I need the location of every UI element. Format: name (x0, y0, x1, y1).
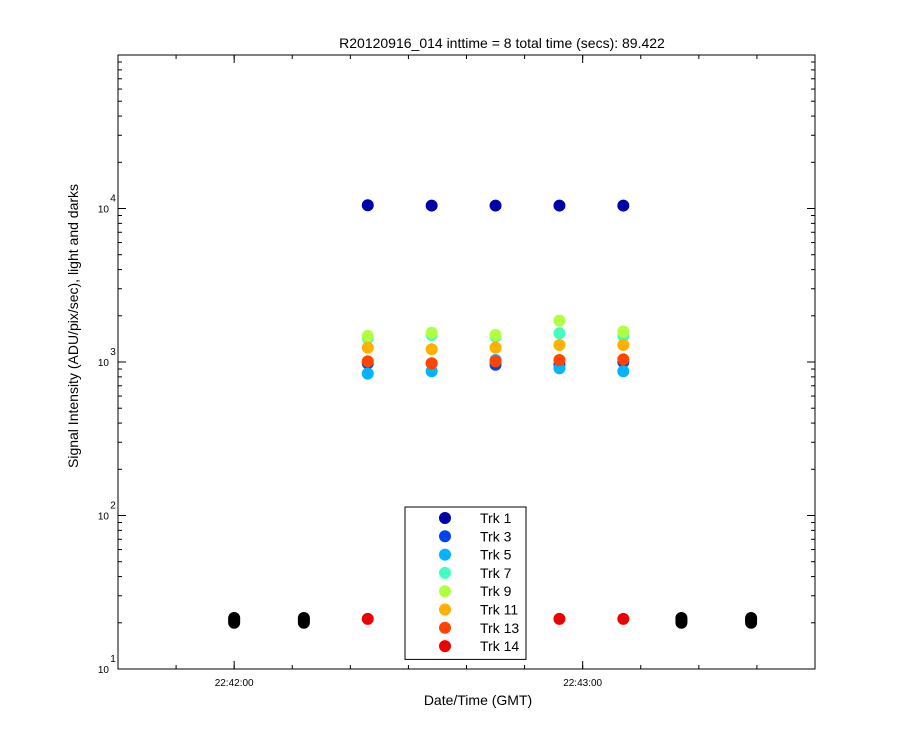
data-point (553, 327, 566, 340)
legend-entry: Trk 5 (480, 547, 512, 563)
chart-title: R20120916_014 inttime = 8 total time (se… (339, 35, 665, 51)
y-axis-label: Signal Intensity (ADU/pix/sec), light an… (65, 184, 81, 468)
data-point (745, 611, 758, 624)
data-point (425, 326, 438, 339)
legend-marker (439, 640, 451, 653)
y-tick-label: 10 (98, 512, 110, 523)
legend-marker (439, 585, 451, 598)
data-point (617, 199, 630, 212)
x-axis-label: Date/Time (GMT) (424, 692, 532, 708)
y-tick-label: 10 (98, 358, 110, 369)
data-point (617, 353, 630, 366)
y-tick-exponent: 1 (110, 654, 116, 665)
data-point (425, 343, 438, 356)
data-point (361, 367, 374, 380)
data-point (553, 612, 566, 625)
data-point (617, 325, 630, 338)
data-point (361, 341, 374, 354)
x-axis: 22:42:00 22:43:00 (175, 55, 758, 689)
data-point (228, 611, 241, 624)
data-point (361, 199, 374, 212)
legend-entry: Trk 9 (480, 583, 512, 599)
legend-box (404, 506, 527, 660)
data-point (489, 355, 502, 368)
data-point (361, 355, 374, 368)
data-point (553, 354, 566, 367)
legend-entry: Trk 13 (480, 620, 519, 636)
legend-entry: Trk 7 (480, 565, 512, 581)
legend-marker (439, 548, 451, 561)
x-tick-label: 22:42:00 (215, 678, 254, 689)
y-tick-exponent: 2 (110, 501, 116, 512)
data-point (617, 612, 630, 625)
y-tick-exponent: 3 (110, 347, 116, 358)
data-point (361, 329, 374, 342)
data-point (553, 199, 566, 212)
legend-marker (439, 603, 451, 616)
data-point (617, 339, 630, 352)
data-point (489, 199, 502, 212)
x-tick-label: 22:43:00 (563, 678, 602, 689)
data-point (425, 357, 438, 370)
data-point (489, 341, 502, 354)
y-tick-label: 10 (98, 665, 110, 676)
data-point (553, 314, 566, 327)
data-point (553, 339, 566, 352)
legend-marker (439, 566, 451, 579)
y-tick-label: 10 (98, 205, 110, 216)
y-tick-exponent: 4 (110, 194, 116, 205)
legend-entry: Trk 1 (480, 510, 512, 526)
legend: Trk 1 Trk 3 Trk 5 Trk 7 Trk 9 Trk 11 Trk 13 Trk… (404, 506, 527, 660)
data-point (425, 199, 438, 212)
legend-entry: Trk 3 (480, 528, 512, 544)
data-point (617, 365, 630, 378)
data-points (228, 199, 758, 629)
data-point (297, 611, 310, 624)
data-point (361, 612, 374, 625)
legend-marker (439, 512, 451, 524)
legend-entry: Trk 11 (480, 602, 518, 618)
legend-entry: Trk 14 (480, 638, 519, 654)
data-point (489, 328, 502, 341)
legend-marker (439, 530, 451, 543)
legend-marker (439, 621, 451, 634)
data-point (675, 611, 688, 624)
